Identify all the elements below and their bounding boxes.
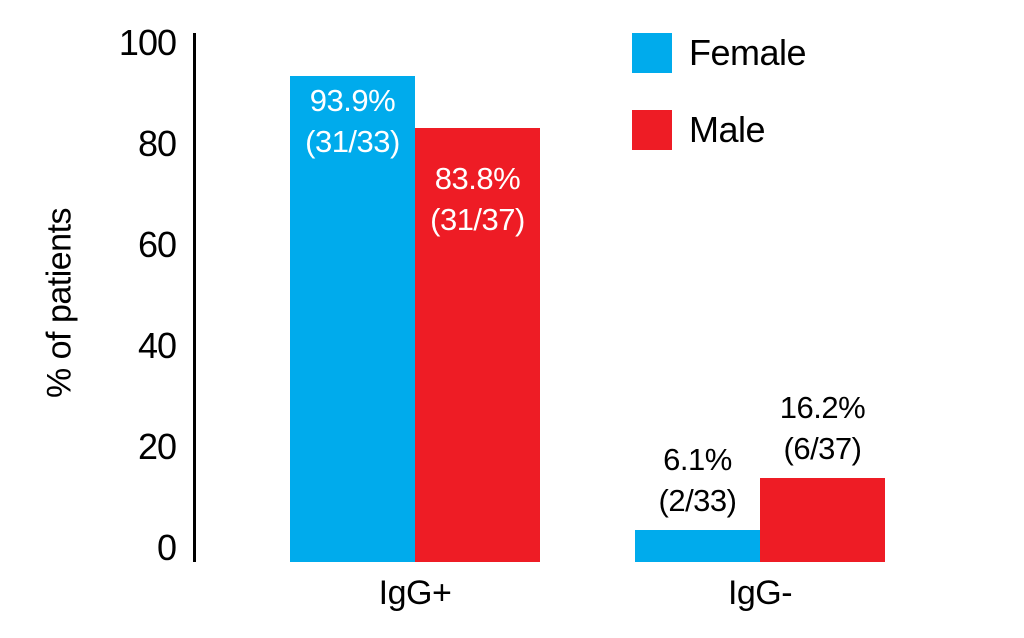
y-tick-80: 80 <box>137 123 177 164</box>
legend-label-female: Female <box>689 32 807 73</box>
bar-male-igg-negative <box>760 478 885 562</box>
value-label-female-igg-negative: 6.1% (2/33) <box>635 439 760 521</box>
category-label-igg-negative: IgG- <box>727 574 793 612</box>
y-tick-40: 40 <box>137 325 177 366</box>
value-label-male-igg-positive: 83.8% (31/37) <box>415 158 540 240</box>
value-percent: 6.1% <box>663 442 732 477</box>
y-tick-0: 0 <box>156 527 177 568</box>
bar-female-igg-negative <box>635 530 760 562</box>
legend-item-female: Female <box>632 32 807 73</box>
y-axis-line <box>193 33 196 562</box>
value-fraction: (31/37) <box>430 202 525 237</box>
y-tick-20: 20 <box>137 426 177 467</box>
female-color-swatch <box>632 33 672 73</box>
value-fraction: (6/37) <box>783 431 862 466</box>
y-tick-60: 60 <box>137 224 177 265</box>
y-tick-100: 100 <box>118 22 177 63</box>
category-label-igg-positive: IgG+ <box>378 574 452 612</box>
value-fraction: (31/33) <box>305 124 400 159</box>
value-percent: 16.2% <box>779 390 866 425</box>
value-label-female-igg-positive: 93.9% (31/33) <box>290 80 415 162</box>
legend-label-male: Male <box>689 109 766 150</box>
value-percent: 83.8% <box>434 161 521 196</box>
value-percent: 93.9% <box>309 83 396 118</box>
bar-female-igg-positive <box>290 76 415 562</box>
bar-male-igg-positive <box>415 128 540 562</box>
value-label-male-igg-negative: 16.2% (6/37) <box>760 387 885 469</box>
male-color-swatch <box>632 110 672 150</box>
value-fraction: (2/33) <box>658 483 737 518</box>
legend-item-male: Male <box>632 109 766 150</box>
